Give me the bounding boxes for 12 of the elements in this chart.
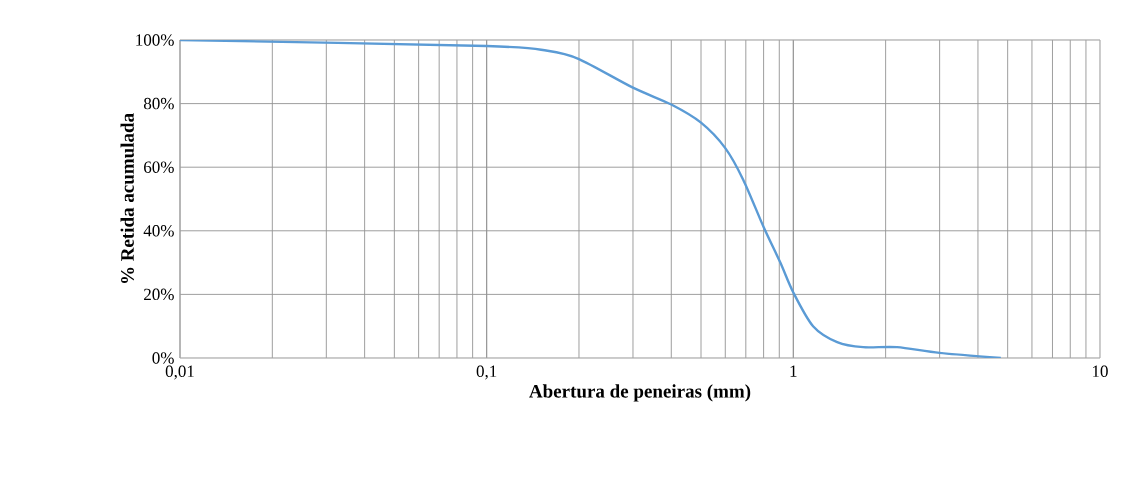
y-tick-label: 20% [144,288,174,301]
y-tick-label: 40% [143,225,174,237]
y-tick-label: 80% [143,97,174,110]
y-tick-label: 60% [144,161,174,173]
x-axis-title: Abertura de peneiras (mm) [529,384,751,402]
y-axis-title: % Retida acumulada [120,113,134,284]
x-tick-label: 0,1 [476,365,497,380]
x-tick-label: 0,01 [165,365,194,380]
x-tick-label: 1 [790,365,797,377]
x-tick-label: 10 [1092,365,1108,377]
y-tick-label: 100% [136,34,174,46]
y-tick-label: 0% [152,352,174,364]
